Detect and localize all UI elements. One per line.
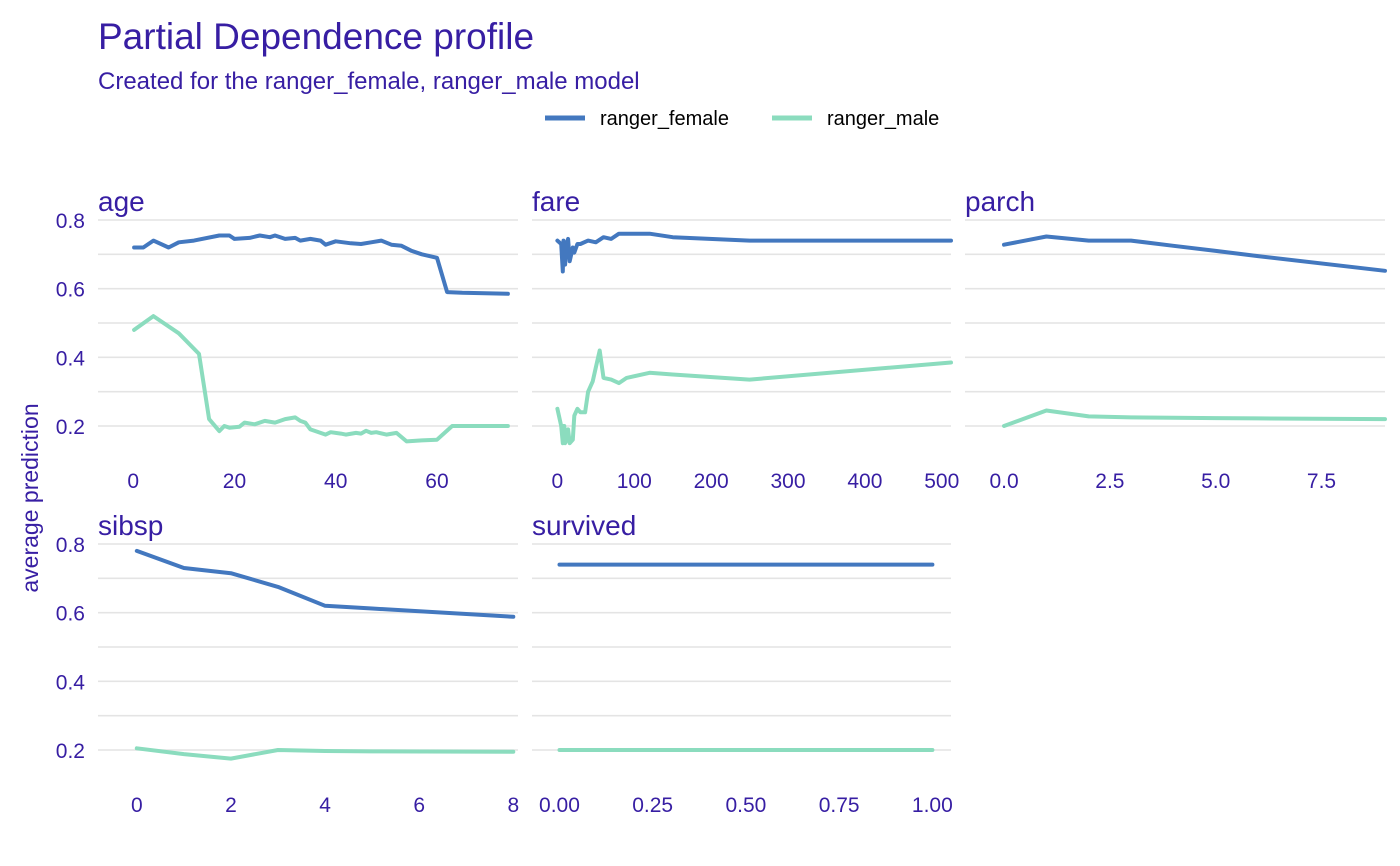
x-tick-label: 20	[223, 470, 246, 493]
legend-label: ranger_male	[827, 108, 939, 130]
y-axis-label: average prediction	[17, 403, 43, 592]
x-tick-label: 2	[225, 794, 237, 817]
x-tick-label: 0.75	[819, 794, 860, 817]
legend-label: ranger_female	[600, 108, 729, 130]
x-tick-label: 2.5	[1095, 470, 1124, 493]
x-tick-label: 0	[131, 794, 143, 817]
x-tick-label: 400	[847, 470, 882, 493]
x-tick-label: 1.00	[912, 794, 953, 817]
chart-title: Partial Dependence profile	[98, 16, 534, 57]
series-line-ranger-female	[1002, 234, 1387, 273]
x-tick-label: 0	[127, 470, 139, 493]
series-line-ranger-male	[1002, 408, 1387, 428]
x-tick-label: 0	[552, 470, 564, 493]
panel-title: sibsp	[98, 510, 163, 541]
panel-fare: fare 0 100 200 300 400 500	[532, 186, 959, 493]
y-tick-label: 0.4	[56, 347, 86, 370]
x-tick-label: 500	[924, 470, 959, 493]
panel-title: survived	[532, 510, 636, 541]
chart-subtitle: Created for the ranger_female, ranger_ma…	[98, 68, 640, 95]
series-line-ranger-male	[134, 746, 516, 761]
x-tick-label: 8	[507, 794, 519, 817]
x-tick-label: 0.00	[539, 794, 580, 817]
x-tick-label: 300	[770, 470, 805, 493]
x-tick-label: 6	[413, 794, 425, 817]
y-tick-label: 0.2	[56, 416, 85, 439]
panel-sibsp: sibsp 0.2 0.4 0.6 0.8 0 2 4 6 8	[56, 510, 519, 817]
x-tick-label: 60	[425, 470, 448, 493]
legend-item-ranger-male: ranger_male	[772, 108, 939, 130]
panel-age: age 0.2 0.4 0.6 0.8 0 20 40 60	[56, 186, 518, 493]
x-tick-label: 40	[324, 470, 347, 493]
panel-title: parch	[965, 186, 1035, 217]
series-line-ranger-female	[555, 231, 953, 274]
x-tick-label: 100	[617, 470, 652, 493]
x-tick-label: 0.50	[725, 794, 766, 817]
panel-survived: survived 0.00 0.25 0.50 0.75 1.00	[532, 510, 953, 817]
series-line-ranger-female	[132, 233, 510, 296]
legend-item-ranger-female: ranger_female	[545, 108, 729, 130]
panel-title: age	[98, 186, 145, 217]
y-tick-label: 0.8	[56, 534, 85, 557]
x-tick-label: 200	[694, 470, 729, 493]
y-tick-label: 0.2	[56, 740, 85, 763]
legend: ranger_female ranger_male	[545, 108, 939, 130]
y-tick-label: 0.8	[56, 210, 85, 233]
x-tick-label: 7.5	[1307, 470, 1336, 493]
x-tick-label: 5.0	[1201, 470, 1230, 493]
series-line-ranger-female	[134, 548, 516, 619]
x-tick-label: 0.0	[989, 470, 1018, 493]
series-line-ranger-male	[132, 314, 510, 444]
x-tick-label: 4	[319, 794, 331, 817]
y-tick-label: 0.6	[56, 603, 85, 626]
y-tick-label: 0.4	[56, 671, 86, 694]
panel-parch: parch 0.0 2.5 5.0 7.5	[965, 186, 1387, 493]
series-line-ranger-male	[555, 348, 953, 446]
x-tick-label: 0.25	[632, 794, 673, 817]
y-tick-label: 0.6	[56, 279, 85, 302]
panel-title: fare	[532, 186, 580, 217]
